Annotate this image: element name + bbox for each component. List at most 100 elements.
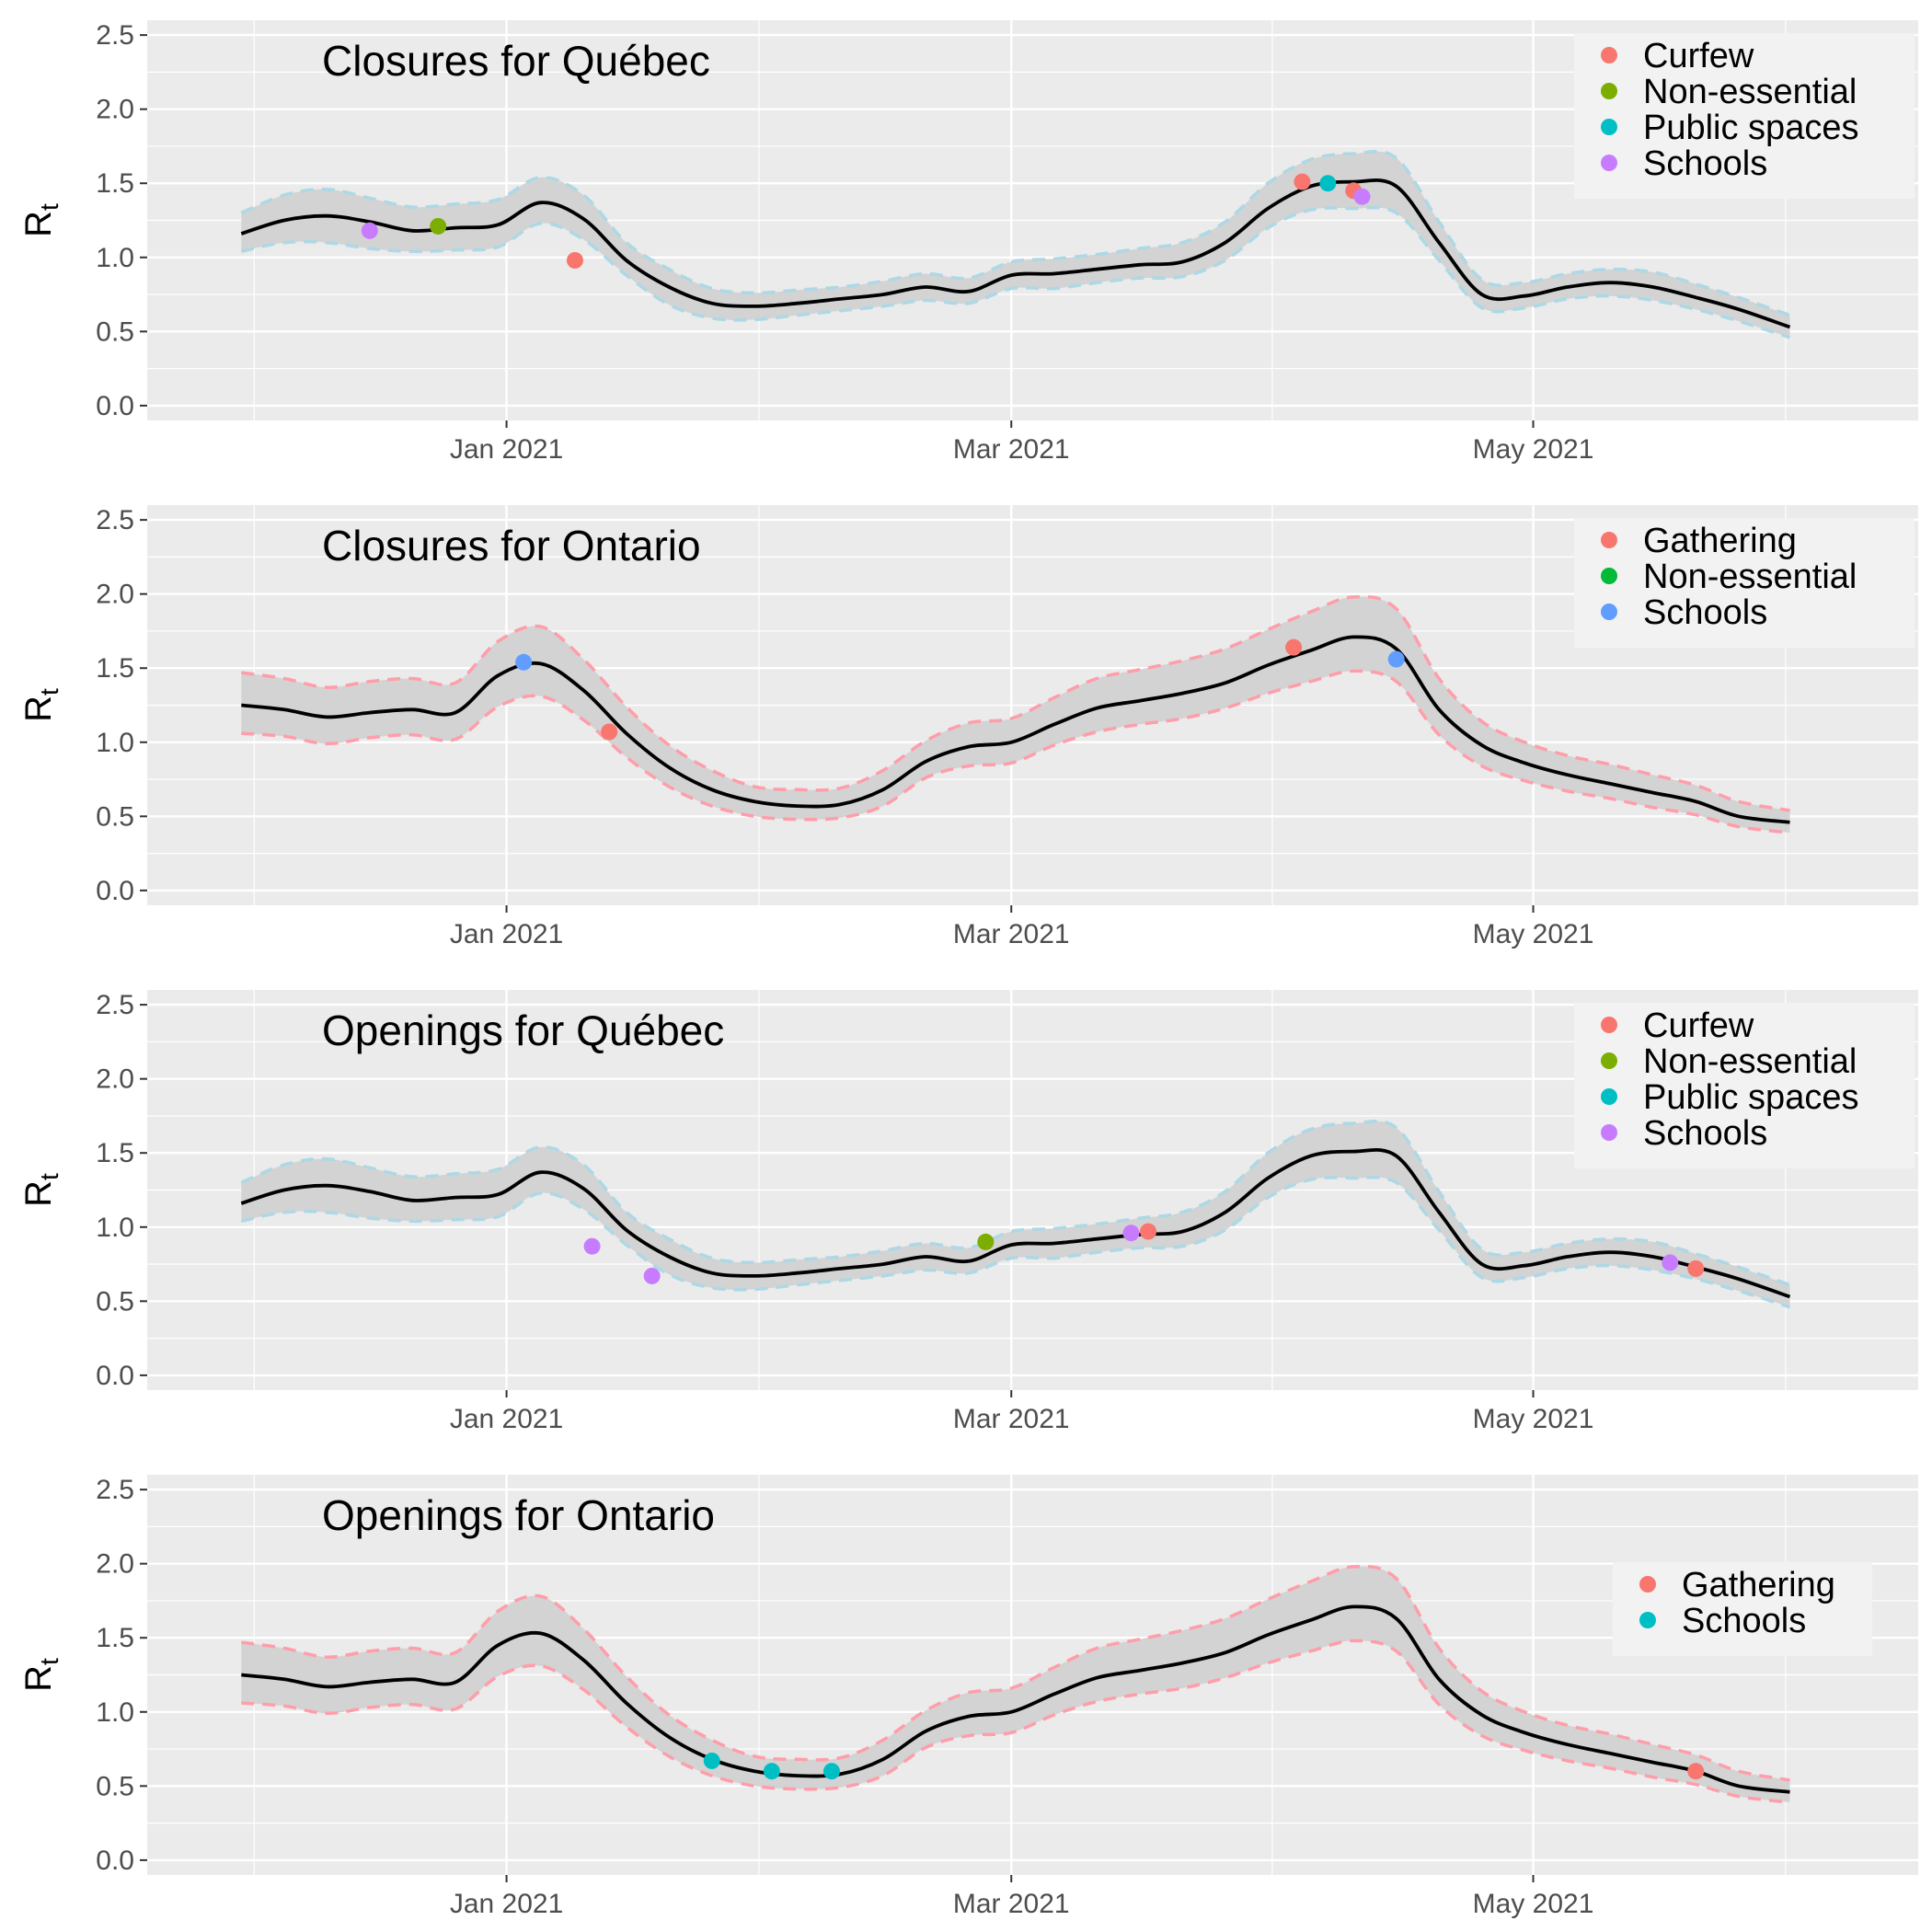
y-tick-label: 1.5 (96, 653, 134, 684)
legend-label: Non-essential (1643, 73, 1857, 111)
lower-bound-line (241, 1639, 1790, 1804)
legend-item: Schools (1639, 1602, 1806, 1640)
y-axis-label-sub: t (35, 203, 63, 211)
legend-key (1601, 1088, 1617, 1105)
event-point-gathering (1285, 638, 1303, 656)
x-tick-label: May 2021 (1473, 1889, 1594, 1919)
event-point-schools (361, 222, 378, 239)
y-axis-label-main: R (18, 211, 59, 237)
legend-label: Public spaces (1643, 109, 1858, 147)
lower-bound-line (241, 669, 1790, 834)
panel-title: Closures for Ontario (322, 522, 701, 569)
event-point-gathering (601, 723, 618, 741)
legend-key (1601, 155, 1617, 171)
y-tick-label: 1.0 (96, 1697, 134, 1728)
y-tick-label: 0.5 (96, 316, 134, 347)
y-tick-label: 0.0 (96, 391, 134, 421)
x-tick-label: May 2021 (1473, 434, 1594, 465)
legend-label: Schools (1643, 1114, 1767, 1153)
event-point-schools (1122, 1225, 1140, 1242)
y-tick-label: 0.0 (96, 1846, 134, 1876)
legend-key (1601, 47, 1617, 63)
lower-bound-line (240, 1175, 1791, 1309)
legend-key (1601, 83, 1617, 99)
legend-item: Gathering (1639, 1566, 1835, 1604)
event-point-schools (703, 1752, 720, 1769)
rt-line (241, 635, 1790, 824)
event-point-gathering (1687, 1763, 1705, 1780)
legend-key (1601, 119, 1617, 135)
legend-key (1601, 1017, 1617, 1033)
y-axis-label-sub: t (35, 1658, 63, 1665)
y-axis-label-sub: t (35, 688, 63, 696)
legend-label: Curfew (1643, 37, 1754, 75)
legend-item: Public spaces (1601, 1078, 1858, 1117)
chart-panel-2: 0.0 0.5 1.0 1.5 2.0 2.5 Jan 2021 Mar 2021 May 20… (18, 505, 1918, 949)
x-tick-label: Jan 2021 (450, 919, 563, 949)
legend-box (1574, 518, 1915, 648)
y-axis-label: Rt (18, 688, 63, 722)
y-tick-label: 1.5 (96, 168, 134, 199)
x-tick-label: Mar 2021 (953, 434, 1070, 465)
y-tick-label: 1.0 (96, 1213, 134, 1243)
legend-label: Curfew (1643, 1006, 1754, 1045)
y-tick-label: 0.5 (96, 1771, 134, 1801)
y-axis-label-sub: t (35, 1173, 63, 1180)
upper-bound-line (240, 1119, 1791, 1287)
legend-label: Non-essential (1643, 1042, 1857, 1081)
legend-key (1601, 532, 1617, 548)
y-tick-label: 2.0 (96, 580, 134, 610)
legend-key (1601, 568, 1617, 584)
legend-key (1601, 604, 1617, 620)
y-tick-label: 2.5 (96, 20, 134, 51)
y-axis-label-main: R (18, 696, 59, 722)
legend-label: Schools (1682, 1602, 1806, 1640)
legend-key (1639, 1612, 1656, 1628)
y-axis-label: Rt (18, 1173, 63, 1207)
y-tick-label: 2.0 (96, 1549, 134, 1580)
legend-label: Schools (1643, 593, 1767, 632)
legend-item: Schools (1601, 593, 1767, 632)
y-tick-label: 2.5 (96, 505, 134, 535)
event-point-curfew (1294, 173, 1311, 190)
y-axis-label-main: R (18, 1180, 59, 1207)
rt-line (240, 178, 1791, 329)
lower-bound-line (240, 205, 1791, 339)
event-point-curfew (1140, 1223, 1157, 1240)
y-tick-label: 1.5 (96, 1623, 134, 1653)
event-point-schools (1662, 1254, 1679, 1271)
legend-item: Non-essential (1601, 558, 1857, 596)
y-tick-label: 0.0 (96, 876, 134, 906)
legend-item: Curfew (1601, 37, 1754, 75)
x-tick-label: Jan 2021 (450, 1404, 563, 1434)
legend-item: Curfew (1601, 1006, 1754, 1045)
event-point-curfew (566, 252, 583, 269)
legend-label: Gathering (1643, 522, 1797, 560)
event-point-public-spaces (1319, 175, 1337, 192)
panel-title: Closures for Québec (322, 37, 710, 85)
upper-bound-line (241, 594, 1790, 812)
legend-item: Gathering (1601, 522, 1797, 560)
panel-title: Openings for Québec (322, 1006, 724, 1054)
legend-label: Public spaces (1643, 1078, 1858, 1117)
event-point-non-essential (430, 217, 447, 235)
legend-box (1574, 33, 1915, 199)
event-point-schools (1387, 650, 1405, 668)
event-point-schools (763, 1763, 780, 1780)
y-tick-label: 0.5 (96, 1286, 134, 1317)
event-point-schools (643, 1267, 661, 1284)
rt-line (241, 1604, 1790, 1794)
y-tick-label: 2.0 (96, 95, 134, 125)
chart-panel-4: 0.0 0.5 1.0 1.5 2.0 2.5 Jan 2021 Mar 2021 May 20… (18, 1475, 1918, 1919)
legend-label: Schools (1643, 144, 1767, 183)
legend-label: Non-essential (1643, 558, 1857, 596)
event-point-curfew (1687, 1259, 1705, 1277)
chart-panel-3: 0.0 0.5 1.0 1.5 2.0 2.5 Jan 2021 Mar 2021 May 20… (18, 990, 1918, 1434)
x-tick-label: Mar 2021 (953, 1404, 1070, 1434)
y-tick-label: 2.5 (96, 990, 134, 1020)
